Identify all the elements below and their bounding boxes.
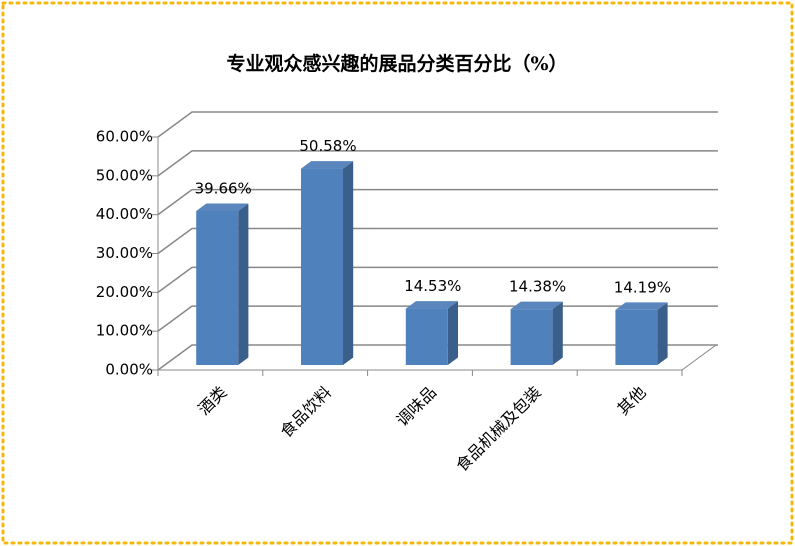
data-label: 50.58% (299, 137, 356, 155)
data-label: 14.53% (404, 277, 461, 295)
data-label: 14.19% (614, 278, 671, 296)
bar-top (615, 302, 668, 310)
bar-top (405, 301, 458, 309)
y-tick-label: 50.00% (96, 166, 153, 184)
bar-side (343, 161, 354, 365)
grid-line (157, 266, 718, 293)
bar-side (552, 301, 563, 365)
bar-side (238, 203, 249, 365)
grid-line (157, 227, 718, 255)
plot-area: 0.00% 10.00% 20.00% 30.00% 40.00% 50.00% 60.00… (96, 111, 718, 475)
bar (510, 309, 553, 365)
grid-line (157, 150, 718, 177)
bar-top (510, 301, 563, 310)
bar (615, 309, 658, 365)
bar-side (447, 301, 458, 365)
bar-top (301, 161, 354, 169)
data-label: 14.38% (509, 278, 566, 296)
y-tick-label: 30.00% (96, 244, 153, 262)
y-tick-label: 20.00% (96, 283, 153, 301)
y-tick-label: 60.00% (96, 128, 153, 146)
y-tick-label: 10.00% (96, 322, 153, 340)
grid-line (157, 188, 718, 216)
bar-side (657, 302, 668, 365)
bar (301, 168, 343, 365)
chart-title: 专业观众感兴趣的展品分类百分比（%） (226, 52, 567, 75)
bar (196, 210, 239, 365)
grid-line (157, 111, 718, 138)
data-label: 39.66% (195, 179, 252, 197)
bar (405, 308, 448, 365)
bar-top (196, 203, 249, 211)
y-tick-label: 40.00% (96, 205, 153, 223)
y-tick-label: 0.00% (105, 361, 153, 379)
